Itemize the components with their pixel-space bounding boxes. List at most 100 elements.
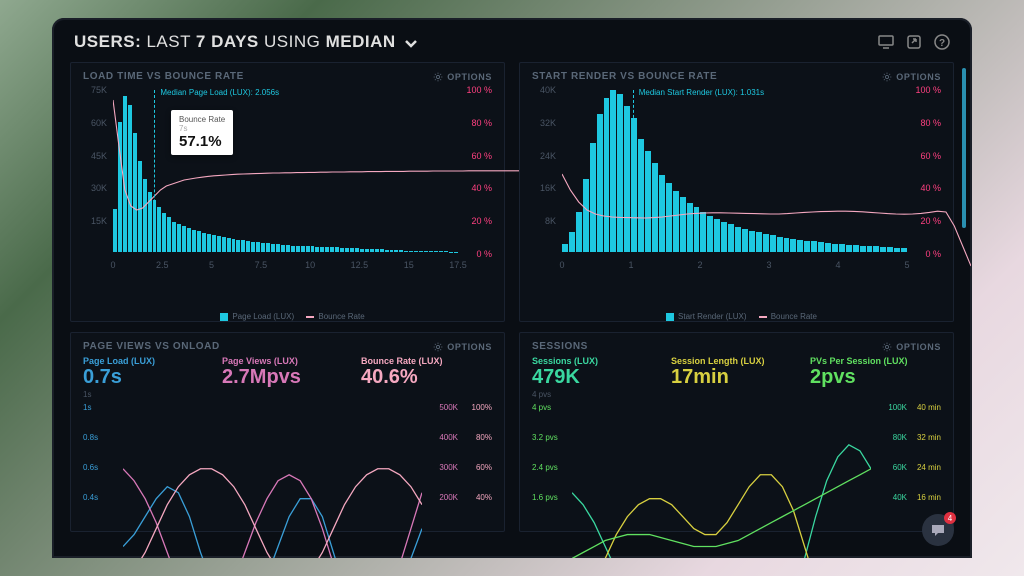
help-icon[interactable]: ? <box>934 34 950 50</box>
bar[interactable] <box>167 217 171 252</box>
bar[interactable] <box>839 244 845 252</box>
bar[interactable] <box>414 251 418 252</box>
bar[interactable] <box>227 238 231 252</box>
bar[interactable] <box>197 231 201 252</box>
bar[interactable] <box>246 241 250 252</box>
bar[interactable] <box>177 224 181 252</box>
bar[interactable] <box>320 247 324 252</box>
bar[interactable] <box>375 249 379 252</box>
bar[interactable] <box>604 98 610 252</box>
bar[interactable] <box>148 192 152 252</box>
bar[interactable] <box>825 243 831 252</box>
bar[interactable] <box>182 226 186 252</box>
bar[interactable] <box>187 228 191 252</box>
bar[interactable] <box>610 90 616 252</box>
bar[interactable] <box>424 251 428 252</box>
bar[interactable] <box>590 143 596 252</box>
bar[interactable] <box>694 207 700 252</box>
bar[interactable] <box>597 114 603 252</box>
bar[interactable] <box>251 242 255 252</box>
panel2-options[interactable]: OPTIONS <box>882 72 941 82</box>
bar[interactable] <box>721 222 727 252</box>
bar[interactable] <box>576 212 582 253</box>
bar[interactable] <box>162 213 166 252</box>
bar[interactable] <box>399 250 403 252</box>
bar[interactable] <box>429 251 433 252</box>
bar[interactable] <box>335 247 339 252</box>
bar[interactable] <box>617 94 623 252</box>
bar[interactable] <box>887 247 893 252</box>
bar[interactable] <box>645 151 651 252</box>
bar[interactable] <box>700 212 706 253</box>
bar[interactable] <box>444 251 448 252</box>
bar[interactable] <box>583 179 589 252</box>
bar[interactable] <box>901 248 907 252</box>
bar[interactable] <box>172 222 176 252</box>
bar[interactable] <box>266 243 270 252</box>
bar[interactable] <box>256 242 260 252</box>
bar[interactable] <box>784 238 790 252</box>
bar[interactable] <box>123 96 127 252</box>
bar[interactable] <box>666 183 672 252</box>
bar[interactable] <box>687 203 693 252</box>
panel4-options[interactable]: OPTIONS <box>882 342 941 352</box>
bar[interactable] <box>652 163 658 252</box>
bar[interactable] <box>728 224 734 252</box>
bar[interactable] <box>562 244 568 252</box>
bar[interactable] <box>306 246 310 252</box>
bar[interactable] <box>880 247 886 252</box>
bar[interactable] <box>867 246 873 252</box>
bar[interactable] <box>763 234 769 252</box>
bar[interactable] <box>832 244 838 252</box>
bar[interactable] <box>680 197 686 252</box>
bar[interactable] <box>276 244 280 252</box>
bar[interactable] <box>434 251 438 252</box>
bar[interactable] <box>797 240 803 252</box>
bar[interactable] <box>192 230 196 252</box>
bar[interactable] <box>241 240 245 252</box>
bar[interactable] <box>345 248 349 252</box>
bar[interactable] <box>873 246 879 252</box>
bar[interactable] <box>311 246 315 252</box>
bar[interactable] <box>770 235 776 252</box>
bar[interactable] <box>301 246 305 252</box>
bar[interactable] <box>207 234 211 252</box>
bar[interactable] <box>659 175 665 252</box>
chat-button[interactable]: 4 <box>922 514 954 546</box>
bar[interactable] <box>853 245 859 252</box>
bar[interactable] <box>113 209 117 252</box>
bar[interactable] <box>673 191 679 252</box>
bar[interactable] <box>157 207 161 252</box>
bar[interactable] <box>811 241 817 252</box>
chevron-down-icon[interactable] <box>403 35 419 51</box>
bar[interactable] <box>133 133 137 252</box>
bar[interactable] <box>296 246 300 252</box>
bar[interactable] <box>390 250 394 252</box>
bar[interactable] <box>385 250 389 252</box>
bar[interactable] <box>894 248 900 252</box>
bar[interactable] <box>340 248 344 252</box>
bar[interactable] <box>370 249 374 252</box>
bar[interactable] <box>222 237 226 252</box>
bar[interactable] <box>707 216 713 252</box>
bar[interactable] <box>315 247 319 252</box>
bar[interactable] <box>118 122 122 252</box>
bar[interactable] <box>217 236 221 252</box>
bar[interactable] <box>355 248 359 252</box>
bar[interactable] <box>291 246 295 252</box>
bar[interactable] <box>138 161 142 252</box>
bar[interactable] <box>860 246 866 252</box>
bar[interactable] <box>419 251 423 252</box>
bar[interactable] <box>236 240 240 252</box>
bar[interactable] <box>777 237 783 252</box>
bar[interactable] <box>350 248 354 252</box>
bar[interactable] <box>790 239 796 252</box>
panel3-options[interactable]: OPTIONS <box>433 342 492 352</box>
bar[interactable] <box>404 251 408 253</box>
bar[interactable] <box>735 227 741 253</box>
scrollbar[interactable] <box>962 68 966 228</box>
bar[interactable] <box>638 139 644 252</box>
bar[interactable] <box>756 232 762 252</box>
bar[interactable] <box>143 179 147 252</box>
bar[interactable] <box>742 229 748 252</box>
